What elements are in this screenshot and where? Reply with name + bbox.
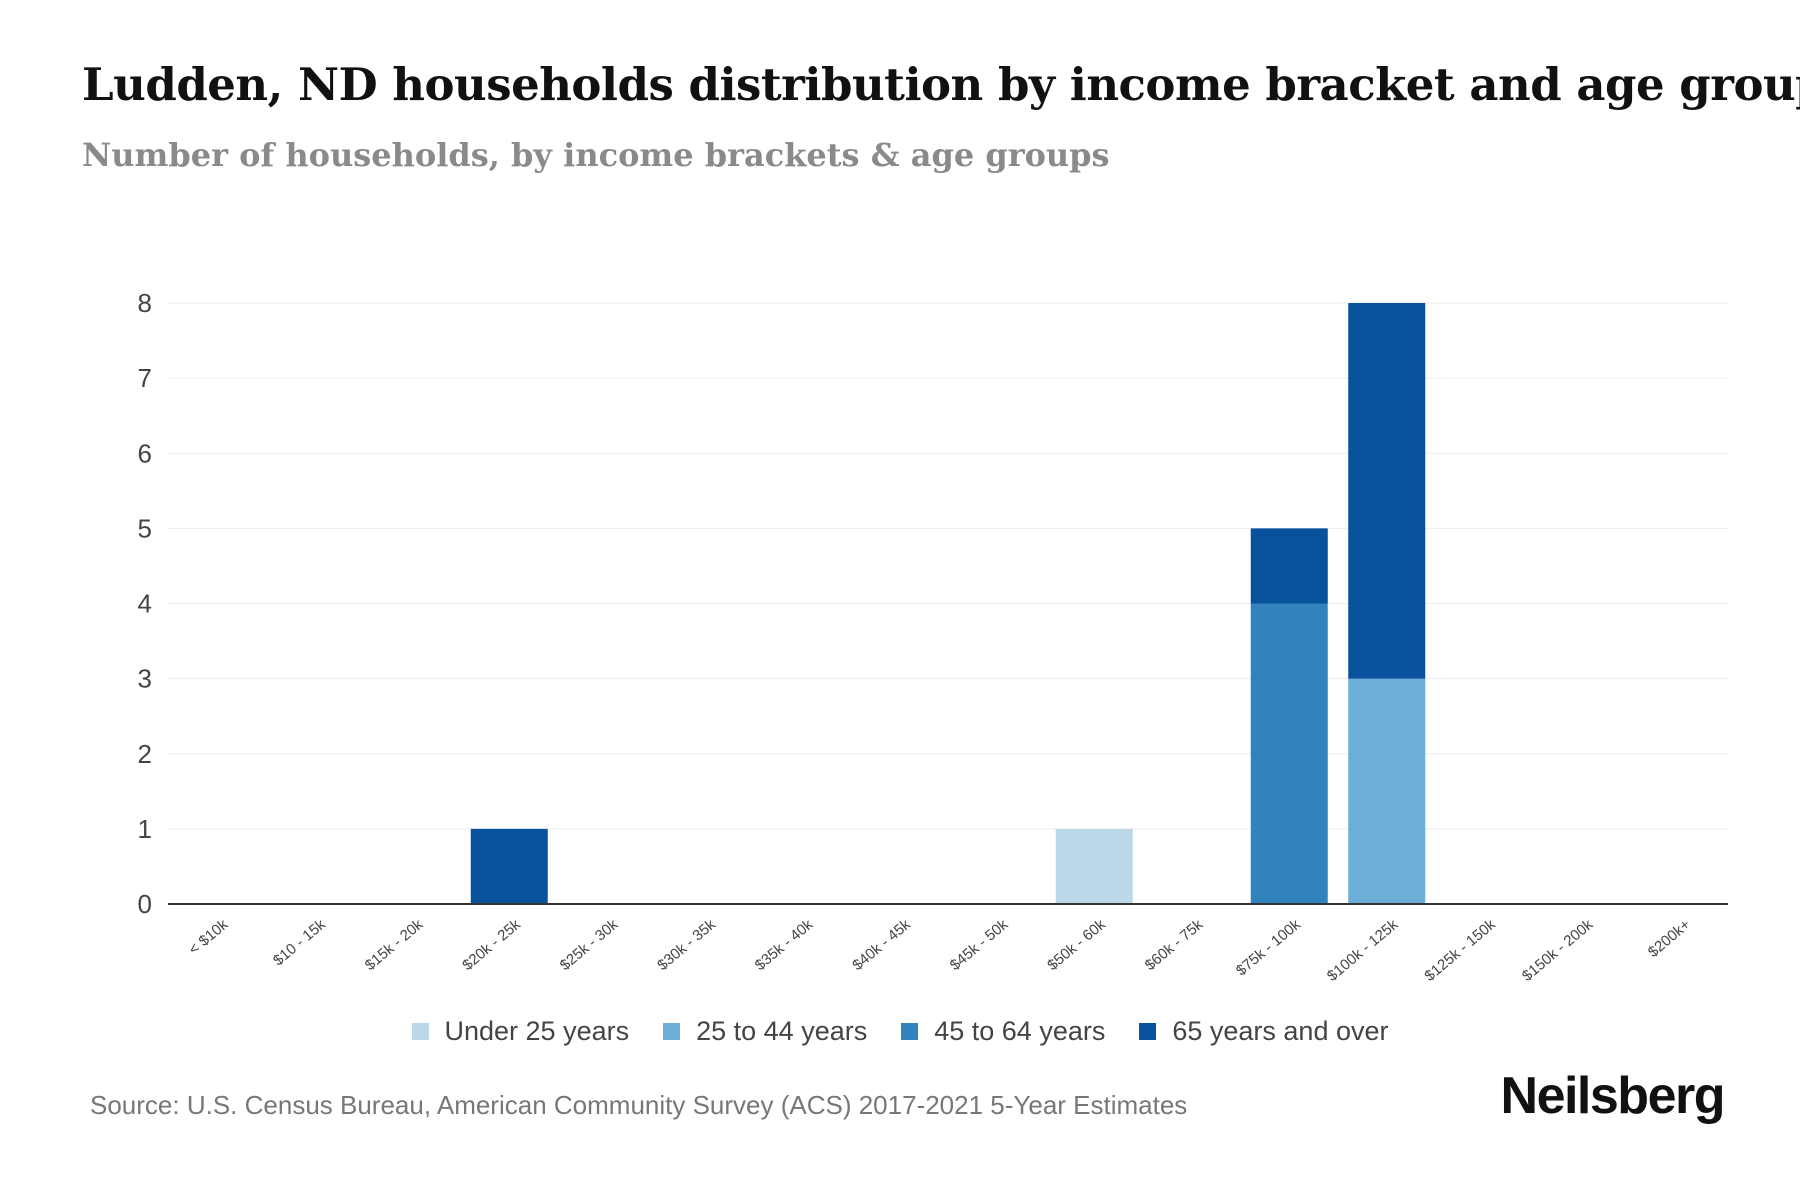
chart-legend: Under 25 years 25 to 44 years 45 to 64 yea…	[0, 1016, 1800, 1047]
bar-segment[interactable]	[470, 828, 548, 904]
x-tick-label: < $10k	[186, 916, 232, 959]
y-tick-label: 2	[138, 739, 152, 769]
y-tick-label: 6	[138, 438, 152, 468]
bar-segment[interactable]	[1348, 303, 1426, 679]
y-tick-label: 7	[138, 363, 152, 393]
x-tick-label: $200k+	[1645, 916, 1694, 961]
legend-label: 65 years and over	[1172, 1016, 1389, 1046]
legend-item: 45 to 64 years	[901, 1016, 1105, 1047]
legend-swatch	[411, 1023, 429, 1040]
y-tick-label: 4	[138, 589, 152, 619]
y-tick-label: 3	[138, 664, 152, 694]
legend-swatch	[901, 1023, 919, 1040]
x-tick-label: $15k - 20k	[362, 916, 427, 974]
x-tick-label: $10 - 15k	[270, 916, 329, 970]
x-tick-label: $35k - 40k	[752, 916, 817, 974]
legend-swatch	[663, 1023, 681, 1040]
x-tick-label: $25k - 30k	[557, 916, 622, 974]
y-tick-label: 1	[138, 814, 152, 844]
legend-label: 45 to 64 years	[934, 1016, 1106, 1046]
bar-segment[interactable]	[1250, 603, 1328, 905]
chart-subtitle: Number of households, by income brackets…	[82, 136, 1110, 174]
x-tick-label: $60k - 75k	[1142, 916, 1207, 974]
x-tick-label: $125k - 150k	[1421, 916, 1499, 985]
brand-logo: Neilsberg	[1500, 1067, 1726, 1125]
legend-item: 25 to 44 years	[663, 1016, 867, 1047]
legend-label: Under 25 years	[444, 1016, 630, 1046]
legend-item: 65 years and over	[1139, 1016, 1389, 1047]
source-note: Source: U.S. Census Bureau, American Com…	[90, 1090, 1188, 1120]
bar-segment[interactable]	[1348, 678, 1426, 904]
chart-title: Ludden, ND households distribution by in…	[82, 58, 1800, 111]
legend-swatch	[1139, 1023, 1157, 1040]
bar-segment[interactable]	[1055, 828, 1133, 904]
y-tick-label: 0	[138, 889, 152, 919]
chart-area: 0 1 2 3 4 5 6 7 8 < $10k $10 - 15k $15k - 20k $20k -…	[138, 288, 1728, 985]
legend-label: 25 to 44 years	[696, 1016, 868, 1046]
x-tick-label: $150k - 200k	[1519, 916, 1597, 985]
bar-segment[interactable]	[1250, 528, 1328, 604]
x-tick-label: $100k - 125k	[1324, 916, 1402, 985]
x-tick-label: $50k - 60k	[1044, 916, 1109, 974]
x-tick-label: $40k - 45k	[849, 916, 914, 974]
x-tick-label: $45k - 50k	[947, 916, 1012, 974]
y-tick-label: 8	[138, 288, 152, 318]
x-tick-label: $20k - 25k	[459, 916, 524, 974]
legend-item: Under 25 years	[411, 1016, 630, 1047]
y-tick-label: 5	[138, 513, 152, 543]
x-tick-label: $75k - 100k	[1233, 916, 1304, 980]
x-tick-label: $30k - 35k	[654, 916, 719, 974]
